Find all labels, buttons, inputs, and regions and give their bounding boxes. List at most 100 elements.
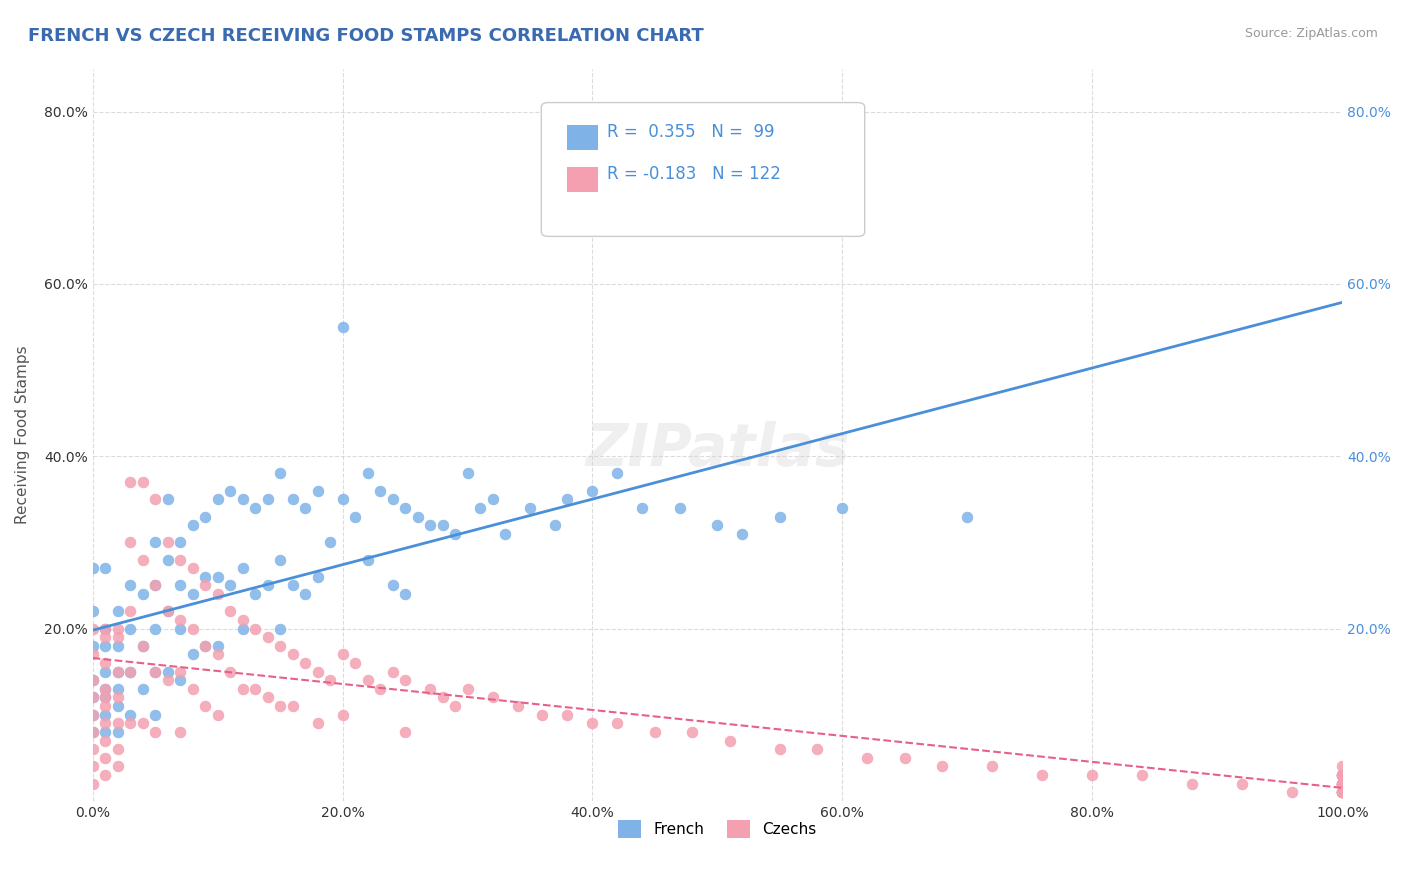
- Point: [143, 665, 166, 679]
- Point: [94, 622, 117, 636]
- Point: [82, 648, 104, 662]
- Point: [481, 492, 503, 507]
- Point: [344, 656, 367, 670]
- Point: [82, 673, 104, 688]
- Point: [1331, 785, 1354, 799]
- Point: [1331, 785, 1354, 799]
- Point: [1031, 768, 1053, 782]
- Point: [1281, 785, 1303, 799]
- Point: [319, 535, 342, 549]
- Point: [256, 690, 278, 705]
- Point: [120, 475, 142, 489]
- Point: [82, 622, 104, 636]
- Point: [169, 665, 191, 679]
- Point: [457, 681, 479, 696]
- Point: [156, 604, 179, 618]
- Point: [856, 751, 879, 765]
- Point: [82, 690, 104, 705]
- Point: [1331, 768, 1354, 782]
- Text: R =  0.355   N =  99: R = 0.355 N = 99: [607, 123, 775, 141]
- Point: [107, 604, 129, 618]
- Point: [131, 552, 153, 566]
- Point: [307, 570, 329, 584]
- Point: [94, 707, 117, 722]
- Point: [281, 492, 304, 507]
- Point: [519, 500, 541, 515]
- Point: [219, 578, 242, 592]
- Point: [82, 707, 104, 722]
- Point: [120, 707, 142, 722]
- Point: [769, 742, 792, 756]
- Point: [1331, 768, 1354, 782]
- Point: [94, 716, 117, 731]
- Point: [381, 578, 404, 592]
- Point: [444, 699, 467, 714]
- Point: [169, 725, 191, 739]
- Point: [981, 759, 1004, 773]
- Point: [1181, 777, 1204, 791]
- Point: [181, 561, 204, 575]
- Point: [207, 639, 229, 653]
- Point: [956, 509, 979, 524]
- Point: [1232, 777, 1254, 791]
- Point: [394, 587, 416, 601]
- Point: [1331, 777, 1354, 791]
- Point: [156, 535, 179, 549]
- Point: [332, 320, 354, 334]
- Point: [631, 500, 654, 515]
- Point: [120, 716, 142, 731]
- Point: [207, 707, 229, 722]
- Point: [107, 639, 129, 653]
- Point: [82, 777, 104, 791]
- Point: [1331, 777, 1354, 791]
- Point: [1331, 768, 1354, 782]
- Point: [269, 552, 291, 566]
- Point: [82, 707, 104, 722]
- Point: [269, 699, 291, 714]
- Point: [94, 681, 117, 696]
- Point: [169, 613, 191, 627]
- Point: [181, 648, 204, 662]
- Point: [432, 518, 454, 533]
- Point: [131, 639, 153, 653]
- Point: [232, 613, 254, 627]
- Point: [256, 630, 278, 644]
- Point: [806, 742, 828, 756]
- Point: [156, 604, 179, 618]
- Point: [344, 509, 367, 524]
- Point: [581, 716, 603, 731]
- Point: [143, 578, 166, 592]
- Point: [194, 699, 217, 714]
- Point: [94, 690, 117, 705]
- Point: [107, 665, 129, 679]
- Point: [232, 561, 254, 575]
- Point: [143, 535, 166, 549]
- Point: [1130, 768, 1153, 782]
- Point: [381, 492, 404, 507]
- Point: [281, 699, 304, 714]
- Point: [107, 630, 129, 644]
- Point: [207, 570, 229, 584]
- Point: [432, 690, 454, 705]
- Point: [307, 483, 329, 498]
- Point: [356, 552, 378, 566]
- Point: [1331, 777, 1354, 791]
- Point: [94, 656, 117, 670]
- Point: [156, 552, 179, 566]
- Point: [406, 509, 429, 524]
- Point: [82, 561, 104, 575]
- Point: [94, 639, 117, 653]
- Point: [194, 509, 217, 524]
- Point: [269, 622, 291, 636]
- Point: [1331, 759, 1354, 773]
- Point: [131, 716, 153, 731]
- Point: [94, 768, 117, 782]
- Point: [444, 526, 467, 541]
- Point: [256, 492, 278, 507]
- Point: [769, 509, 792, 524]
- Text: ZIPatlas: ZIPatlas: [585, 421, 849, 478]
- Point: [82, 673, 104, 688]
- Point: [731, 526, 754, 541]
- Point: [131, 475, 153, 489]
- Point: [107, 759, 129, 773]
